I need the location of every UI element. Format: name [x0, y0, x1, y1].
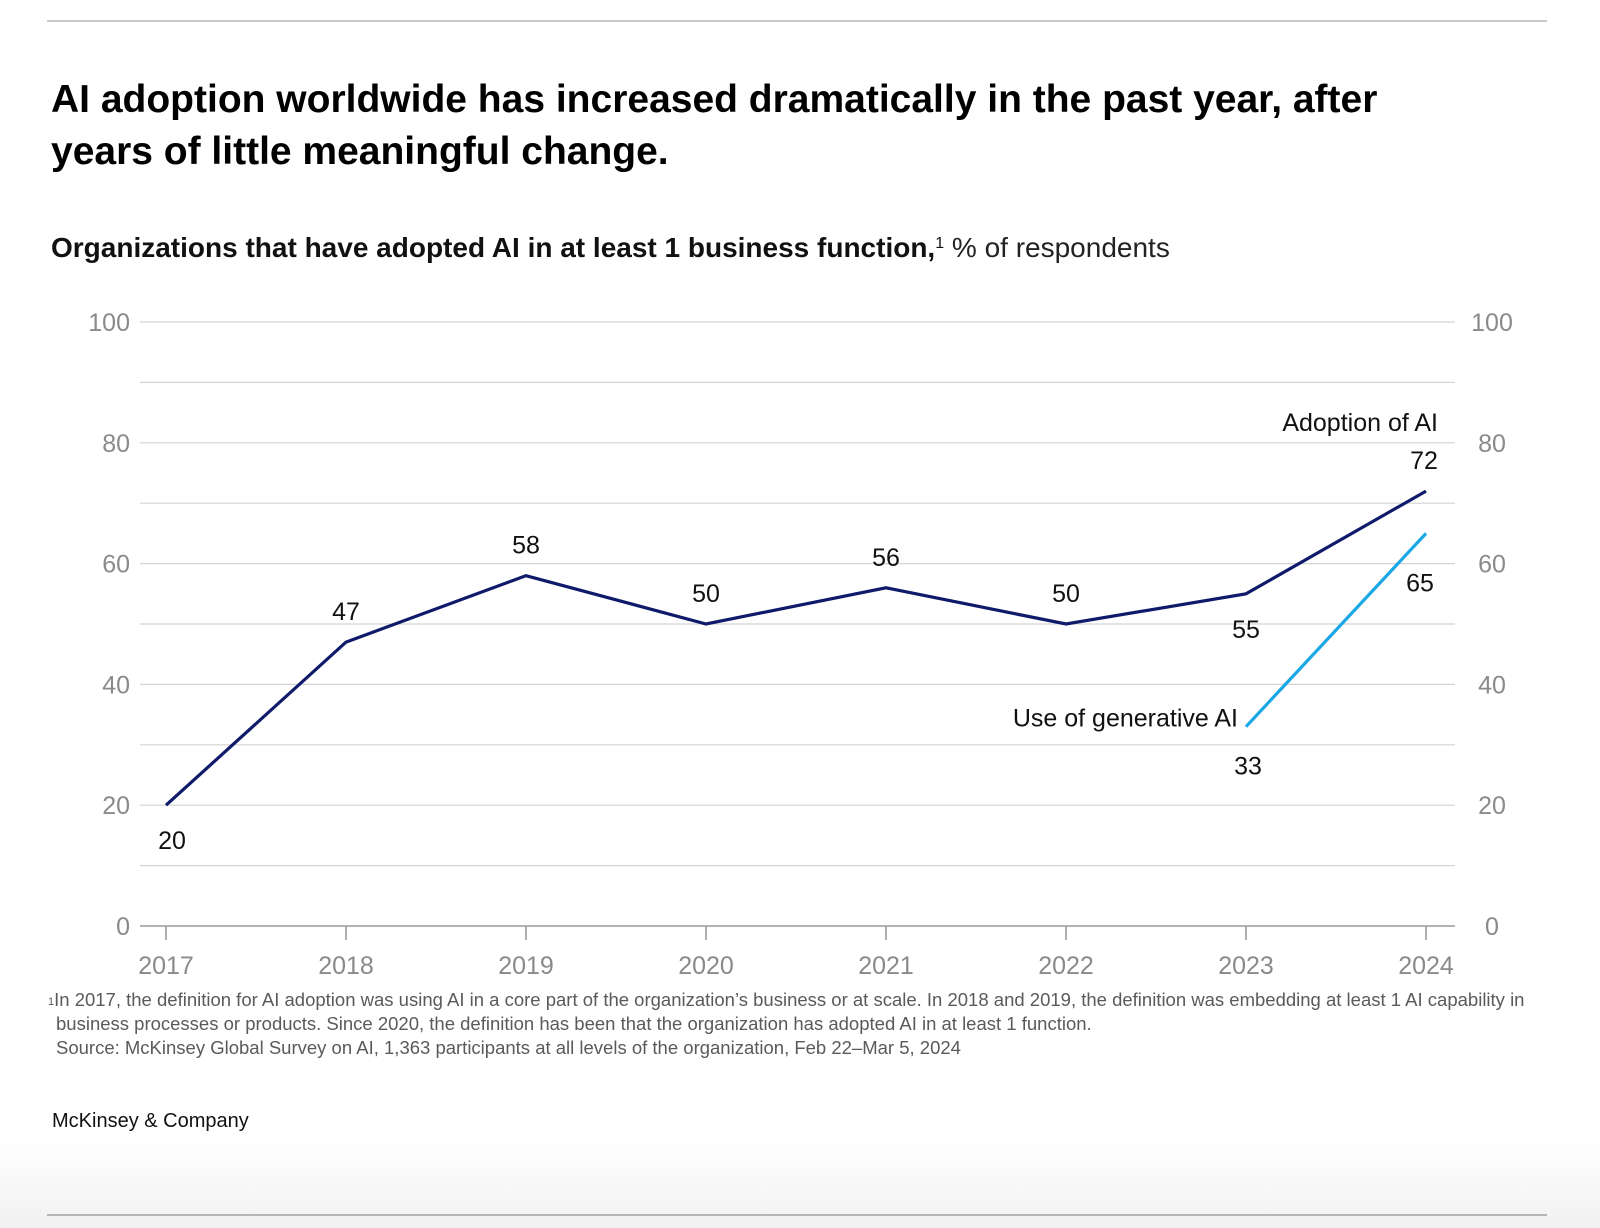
subtitle-footnote-marker: 1	[935, 235, 945, 252]
bottom-shade	[0, 1140, 1600, 1228]
y-tick-label-left: 60	[102, 551, 130, 579]
y-tick-label-left: 100	[88, 309, 130, 337]
y-tick-label-left: 0	[116, 913, 130, 941]
y-tick-label-left: 40	[102, 671, 130, 699]
data-label-adoption: 47	[332, 598, 360, 626]
y-tick-label-left: 80	[102, 430, 130, 458]
bottom-divider	[47, 1214, 1547, 1216]
top-divider	[47, 20, 1547, 22]
y-tick-label-right: 100	[1471, 309, 1513, 337]
data-label-genai: 33	[1234, 753, 1262, 781]
data-label-adoption: 20	[158, 827, 186, 855]
data-label-adoption: 72	[1410, 447, 1438, 475]
y-tick-label-right: 60	[1478, 551, 1506, 579]
footnote-marker: 1	[48, 996, 55, 1008]
x-tick-label: 2019	[498, 952, 554, 980]
headline: AI adoption worldwide has increased dram…	[51, 78, 1378, 173]
data-label-genai: 65	[1406, 569, 1434, 597]
x-tick-label: 2020	[678, 952, 734, 980]
y-tick-label-right: 20	[1478, 792, 1506, 820]
footnote-text: In 2017, the definition for AI adoption …	[54, 989, 1525, 1034]
subtitle-unit: % of respondents	[944, 232, 1170, 263]
series-line-adoption	[164, 489, 1427, 807]
series-label-genai: Use of generative AI	[1013, 705, 1238, 733]
x-tick-label: 2022	[1038, 952, 1094, 980]
y-tick-label-right: 40	[1478, 671, 1506, 699]
subtitle-main: Organizations that have adopted AI in at…	[51, 232, 936, 263]
y-tick-label-left: 20	[102, 792, 130, 820]
x-tick-label: 2023	[1218, 952, 1274, 980]
y-tick-label-right: 0	[1485, 913, 1499, 941]
data-label-adoption: 58	[512, 532, 540, 560]
data-label-adoption: 56	[872, 544, 900, 572]
brand-logo-text: McKinsey & Company	[52, 1110, 249, 1132]
footnotes: 1In 2017, the definition for AI adoption…	[48, 988, 1568, 1060]
footnote-source: Source: McKinsey Global Survey on AI, 1,…	[56, 1037, 961, 1058]
x-tick-label: 2021	[858, 952, 914, 980]
x-tick-label: 2024	[1398, 952, 1454, 980]
data-label-adoption: 50	[1052, 580, 1080, 608]
data-label-adoption: 55	[1232, 616, 1260, 644]
series-line-genai	[1244, 532, 1428, 728]
chart-subtitle: Organizations that have adopted AI in at…	[51, 230, 1451, 266]
footnote-definition: 1In 2017, the definition for AI adoption…	[48, 988, 1568, 1036]
x-tick-label: 2017	[138, 952, 194, 980]
x-tick-label: 2018	[318, 952, 374, 980]
data-label-adoption: 50	[692, 580, 720, 608]
series-label-adoption: Adoption of AI	[1282, 409, 1438, 437]
y-tick-label-right: 80	[1478, 430, 1506, 458]
